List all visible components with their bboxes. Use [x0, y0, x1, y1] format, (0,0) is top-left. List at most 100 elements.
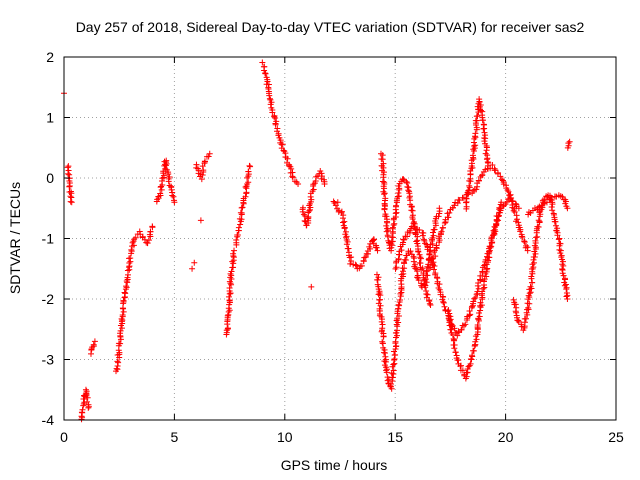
data-point [119, 311, 126, 318]
data-point [503, 199, 510, 206]
data-point [404, 233, 411, 240]
data-point [160, 172, 167, 179]
data-point [466, 184, 473, 191]
data-point [457, 363, 464, 370]
data-point [484, 265, 491, 272]
data-point [430, 226, 437, 233]
data-point [513, 309, 520, 316]
data-point [238, 204, 245, 211]
data-point [403, 178, 410, 185]
data-point [301, 212, 308, 219]
data-point [486, 249, 493, 256]
data-point [397, 290, 404, 297]
data-point [272, 114, 279, 121]
data-point [382, 213, 389, 220]
data-point [373, 244, 380, 251]
data-point [426, 300, 433, 307]
data-point [410, 258, 417, 265]
data-point [445, 307, 452, 314]
data-point [199, 163, 206, 170]
data-point [490, 229, 497, 236]
data-point [381, 191, 388, 198]
data-point [560, 272, 567, 279]
data-point [481, 138, 488, 145]
data-point [460, 322, 467, 329]
data-point [206, 150, 213, 157]
data-point [555, 236, 562, 243]
data-point [374, 247, 381, 254]
data-point [557, 247, 564, 254]
data-point [472, 294, 479, 301]
data-point [224, 312, 231, 319]
data-point [381, 185, 388, 192]
data-point [198, 176, 205, 183]
data-point [310, 186, 317, 193]
data-point [566, 138, 573, 145]
data-point [85, 404, 92, 411]
data-point [230, 254, 237, 261]
data-point [261, 67, 268, 74]
data-point [476, 313, 483, 320]
data-point [384, 227, 391, 234]
data-point [492, 224, 499, 231]
data-point [392, 329, 399, 336]
data-point [536, 218, 543, 225]
data-point [245, 168, 252, 175]
data-point [467, 356, 474, 363]
data-point [454, 332, 461, 339]
data-point [383, 228, 390, 235]
data-point [225, 293, 232, 300]
data-point [549, 201, 556, 208]
data-point [552, 218, 559, 225]
data-point [277, 139, 284, 146]
data-point [505, 188, 512, 195]
data-point [440, 298, 447, 305]
data-point [84, 394, 91, 401]
data-point [229, 258, 236, 265]
x-tick-label: 15 [387, 429, 403, 445]
data-point [556, 246, 563, 253]
data-point [201, 158, 208, 165]
data-point [432, 253, 439, 260]
data-point [267, 101, 274, 108]
data-point [115, 359, 122, 366]
data-point [473, 113, 480, 120]
data-point [525, 304, 532, 311]
data-point [66, 183, 73, 190]
data-point [321, 181, 328, 188]
data-point [398, 281, 405, 288]
data-point [395, 301, 402, 308]
data-point [472, 130, 479, 137]
data-point [426, 298, 433, 305]
data-point [379, 178, 386, 185]
data-point [445, 214, 452, 221]
data-point [352, 261, 359, 268]
data-point [279, 141, 286, 148]
data-point [114, 358, 121, 365]
data-point [233, 236, 240, 243]
data-point [448, 323, 455, 330]
data-point [123, 283, 130, 290]
data-point [147, 228, 154, 235]
data-point [91, 338, 98, 345]
data-point [437, 230, 444, 237]
data-point [380, 164, 387, 171]
data-point [416, 251, 423, 258]
data-point [417, 255, 424, 262]
data-point [433, 242, 440, 249]
data-point [400, 176, 407, 183]
data-point [535, 217, 542, 224]
data-point [423, 291, 430, 298]
data-point [528, 273, 535, 280]
data-point [548, 194, 555, 201]
data-point [269, 109, 276, 116]
data-point [289, 173, 296, 180]
data-point [117, 327, 124, 334]
data-point [65, 167, 72, 174]
data-point [165, 178, 172, 185]
data-point [289, 174, 296, 181]
data-point [124, 267, 131, 274]
data-point [348, 258, 355, 265]
data-point [427, 264, 434, 271]
